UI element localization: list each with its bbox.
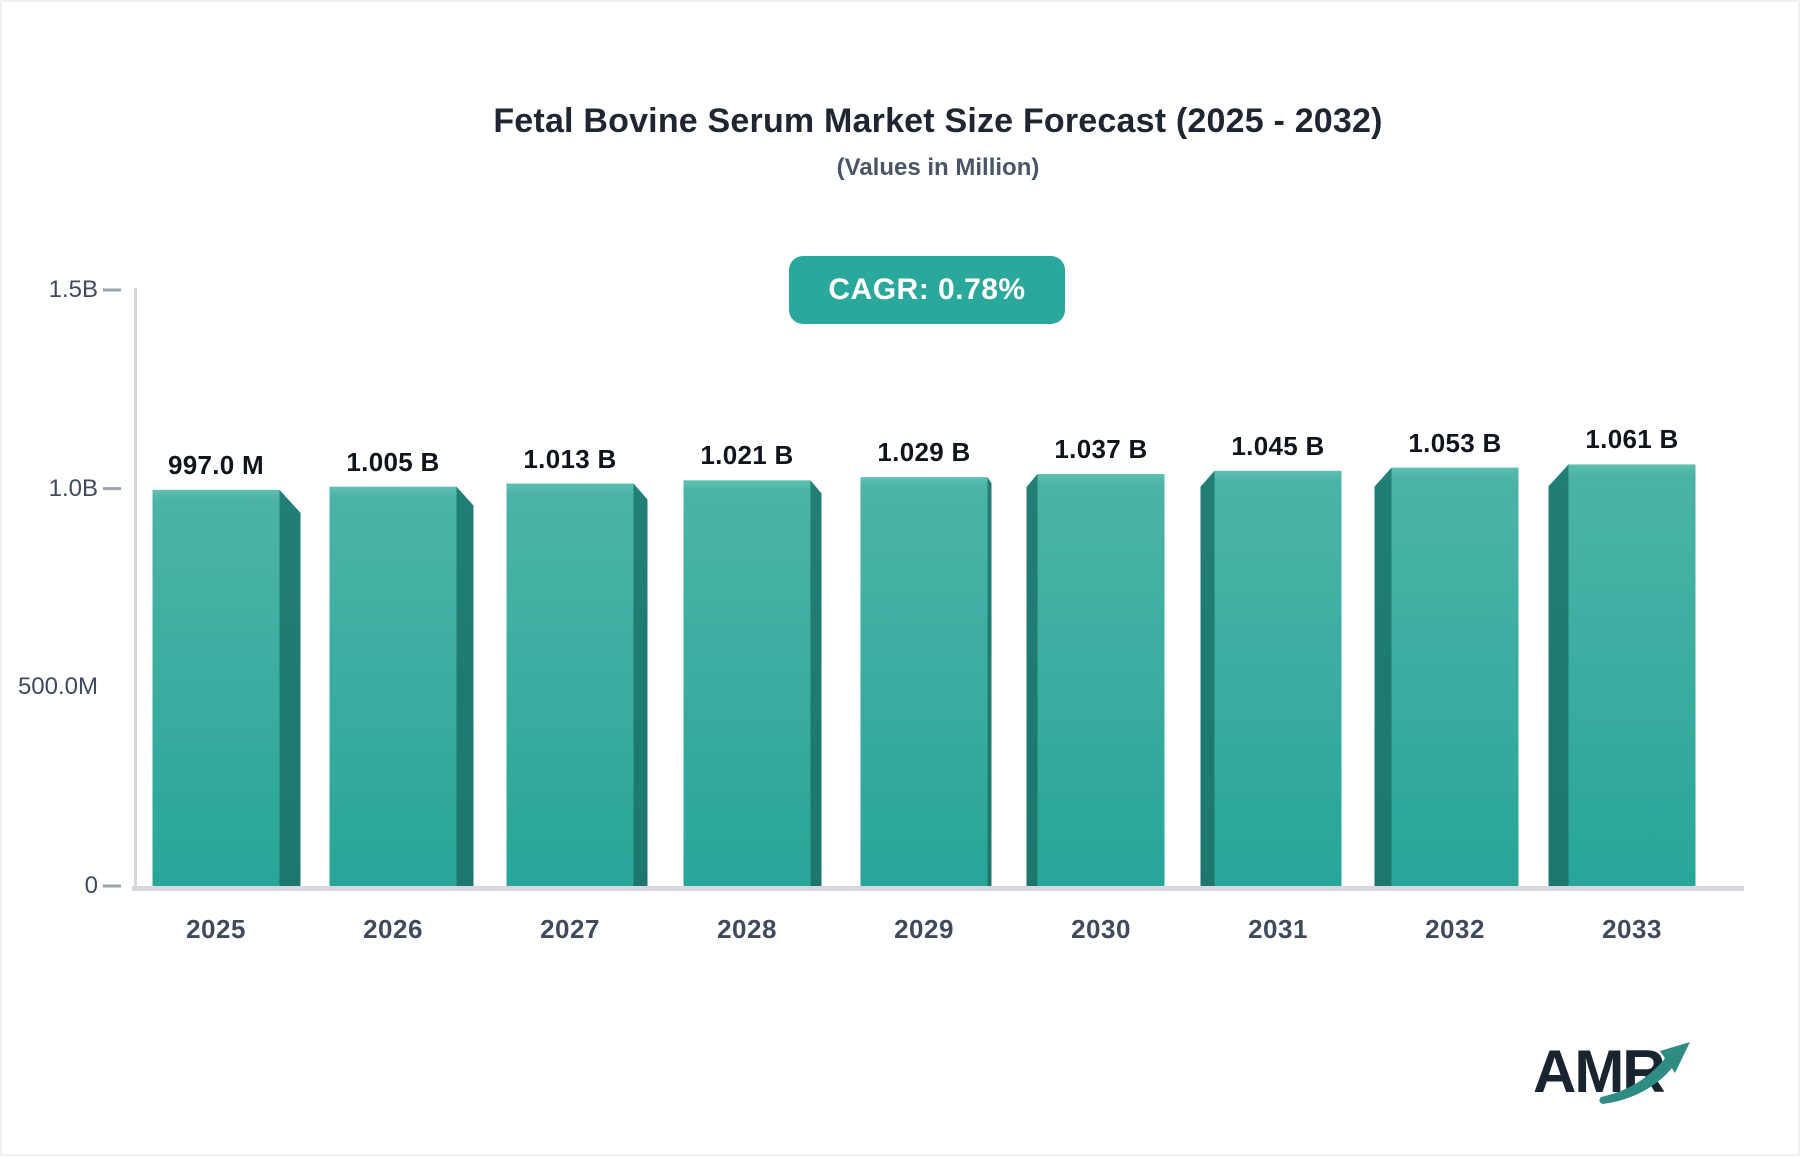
bar-2029	[860, 477, 992, 886]
x-axis-label-2028: 2028	[717, 914, 777, 944]
bar-2030	[1026, 473, 1165, 886]
bar-value-label: 1.013 B	[523, 443, 617, 474]
bar-front-face	[1037, 473, 1165, 886]
amr-logo-text: AMR	[1533, 1038, 1665, 1105]
bar-2032	[1374, 467, 1519, 886]
bar-side-face	[810, 480, 822, 886]
chart-title: Fetal Bovine Serum Market Size Forecast …	[493, 102, 1383, 140]
bar-2031	[1200, 470, 1342, 886]
bar-front-face	[860, 477, 988, 886]
bar-front-face	[1391, 467, 1519, 886]
bar-side-face	[1200, 470, 1215, 886]
bar-2027	[506, 483, 648, 886]
x-axis-label-2029: 2029	[894, 914, 954, 944]
growth-arrow-icon	[1599, 1042, 1690, 1104]
bar-2025	[152, 489, 301, 886]
bar-side-face	[1026, 473, 1038, 886]
x-axis-label-2033: 2033	[1602, 914, 1662, 944]
bar-front-face	[683, 480, 811, 886]
x-axis-label-2032: 2032	[1425, 914, 1485, 944]
y-axis-label-1.0B: 1.0B	[48, 474, 98, 502]
bar-2033	[1548, 464, 1696, 886]
bar-front-face	[1214, 470, 1342, 886]
axis-group	[103, 288, 1744, 891]
bar-2026	[329, 486, 474, 886]
bar-side-face	[1548, 464, 1569, 886]
x-axis-label-2031: 2031	[1248, 914, 1308, 944]
cagr-badge-text: CAGR: 0.78%	[828, 273, 1026, 306]
bar-side-face	[633, 483, 648, 886]
amr-logo: AMR	[1533, 1038, 1690, 1105]
y-axis-label-0: 0	[84, 872, 98, 899]
bars-group	[152, 464, 1696, 886]
bar-value-label: 1.005 B	[346, 446, 440, 477]
y-axis-label-500.0M: 500.0M	[17, 673, 98, 701]
bar-2028	[683, 480, 822, 886]
bar-front-face	[506, 483, 634, 886]
bar-front-face	[152, 489, 280, 886]
bar-side-face	[456, 486, 474, 886]
x-axis-label-2025: 2025	[186, 914, 246, 944]
y-axis-label-1.5B: 1.5B	[48, 276, 98, 303]
bar-value-label: 1.021 B	[700, 440, 794, 471]
x-axis-label-2027: 2027	[540, 914, 600, 944]
chart-subtitle: (Values in Million)	[836, 154, 1040, 181]
bar-value-label: 1.029 B	[877, 437, 971, 468]
bar-value-label: 997.0 M	[167, 449, 265, 480]
x-axis-label-2030: 2030	[1071, 914, 1131, 944]
bar-side-face	[987, 477, 992, 886]
bar-value-label: 1.053 B	[1408, 427, 1502, 458]
bar-front-face	[1568, 464, 1696, 886]
bar-side-face	[279, 489, 301, 886]
bar-value-label: 1.037 B	[1054, 433, 1148, 464]
x-axis-label-2026: 2026	[363, 914, 423, 944]
bar-value-label: 1.045 B	[1231, 430, 1325, 461]
bar-value-label: 1.061 B	[1585, 424, 1679, 455]
cagr-badge: CAGR: 0.78%	[789, 256, 1065, 324]
bar-front-face	[329, 486, 457, 886]
bar-side-face	[1374, 467, 1392, 886]
